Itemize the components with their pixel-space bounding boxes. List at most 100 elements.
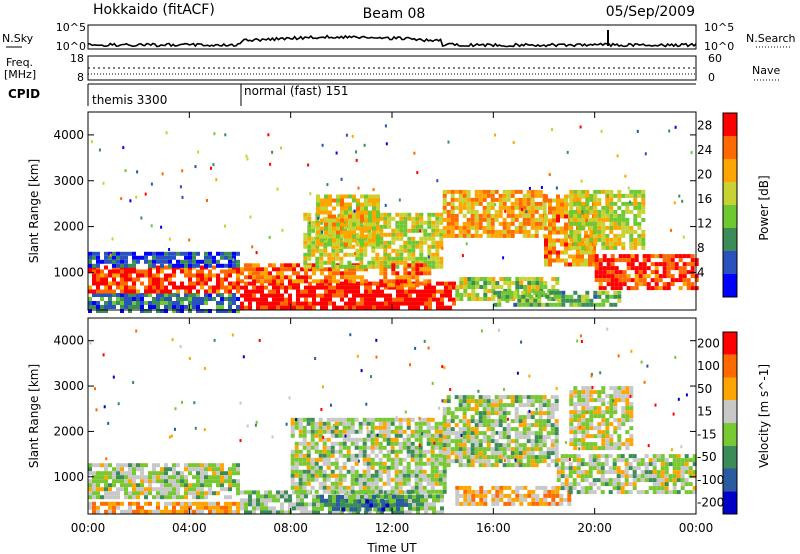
data-cell	[641, 193, 646, 198]
data-cell	[264, 267, 268, 272]
data-cell	[682, 262, 687, 267]
data-cell	[348, 238, 352, 243]
data-cell	[436, 301, 440, 306]
data-cell	[668, 478, 673, 483]
data-cell	[601, 434, 606, 439]
data-cell	[392, 502, 396, 507]
data-cell	[518, 201, 523, 206]
data-cell	[376, 285, 380, 290]
data-cell	[240, 267, 244, 272]
data-cell	[376, 198, 380, 203]
data-cell	[494, 419, 499, 424]
data-cell	[559, 493, 564, 498]
data-cell	[394, 485, 399, 490]
data-cell	[502, 201, 507, 206]
data-cell	[652, 454, 657, 459]
data-cell	[316, 281, 320, 286]
data-cell	[442, 465, 447, 470]
data-cell	[450, 427, 455, 432]
data-cell	[423, 220, 428, 225]
data-cell	[502, 407, 507, 412]
data-cell	[522, 463, 527, 468]
data-cell	[236, 281, 240, 286]
data-cell	[625, 446, 630, 451]
data-cell	[407, 212, 412, 217]
data-cell	[597, 398, 602, 403]
data-cell	[272, 510, 276, 515]
data-cell	[318, 481, 323, 486]
data-cell	[387, 224, 392, 229]
data-cell	[534, 217, 539, 222]
data-cell	[364, 510, 368, 515]
data-cell	[470, 435, 475, 440]
data-cell	[324, 301, 328, 306]
data-cell	[248, 263, 252, 268]
data-cell	[548, 226, 552, 231]
data-cell	[585, 402, 590, 407]
data-cell	[458, 197, 463, 202]
data-cell	[462, 221, 467, 226]
data-cell	[188, 487, 192, 492]
data-cell	[601, 302, 606, 307]
data-cell	[156, 505, 160, 510]
data-cell	[112, 305, 116, 309]
data-cell	[148, 263, 152, 268]
data-cell	[124, 269, 128, 274]
data-cell	[332, 293, 336, 298]
data-cell	[228, 501, 232, 506]
data-cell	[384, 494, 388, 499]
data-cell	[390, 485, 395, 490]
data-cell	[641, 233, 646, 238]
data-cell	[382, 481, 387, 486]
data-cell	[459, 493, 464, 498]
data-cell	[208, 269, 212, 274]
data-cell	[371, 256, 376, 261]
data-cell	[361, 499, 366, 504]
data-cell	[120, 463, 124, 468]
data-cell	[322, 429, 327, 434]
data-cell	[466, 399, 471, 404]
data-cell	[140, 293, 144, 297]
data-cell	[597, 189, 602, 194]
data-cell	[399, 224, 404, 229]
data-cell	[264, 275, 268, 280]
data-cell	[539, 277, 544, 281]
data-cell	[431, 212, 436, 217]
data-cell	[556, 258, 560, 263]
data-cell	[328, 230, 332, 235]
data-cell	[388, 305, 392, 310]
data-cell	[593, 390, 598, 395]
data-cell	[132, 251, 136, 256]
data-speck	[224, 133, 227, 137]
data-cell	[310, 457, 315, 462]
data-cell	[307, 240, 312, 245]
data-cell	[676, 490, 681, 495]
data-speck	[335, 151, 338, 155]
data-cell	[168, 509, 172, 514]
data-cell	[184, 491, 188, 496]
data-cell	[96, 281, 100, 286]
data-cell	[589, 434, 594, 439]
data-cell	[637, 237, 642, 242]
data-cell	[192, 463, 196, 468]
data-cell	[554, 395, 559, 400]
data-cell	[498, 447, 503, 452]
data-cell	[368, 226, 372, 231]
data-cell	[172, 251, 176, 256]
data-cell	[228, 509, 232, 514]
data-cell	[88, 289, 92, 294]
data-cell	[368, 510, 372, 515]
data-cell	[491, 485, 496, 490]
data-cell	[362, 421, 367, 426]
data-cell	[410, 441, 415, 446]
data-cell	[518, 423, 523, 428]
data-cell	[474, 201, 479, 206]
data-cell	[597, 302, 602, 307]
data-cell	[160, 289, 164, 294]
data-cell	[538, 427, 543, 432]
data-cell	[332, 279, 336, 284]
data-cell	[284, 289, 288, 294]
data-cell	[160, 293, 164, 297]
data-cell	[538, 217, 543, 222]
data-cell	[438, 453, 443, 458]
